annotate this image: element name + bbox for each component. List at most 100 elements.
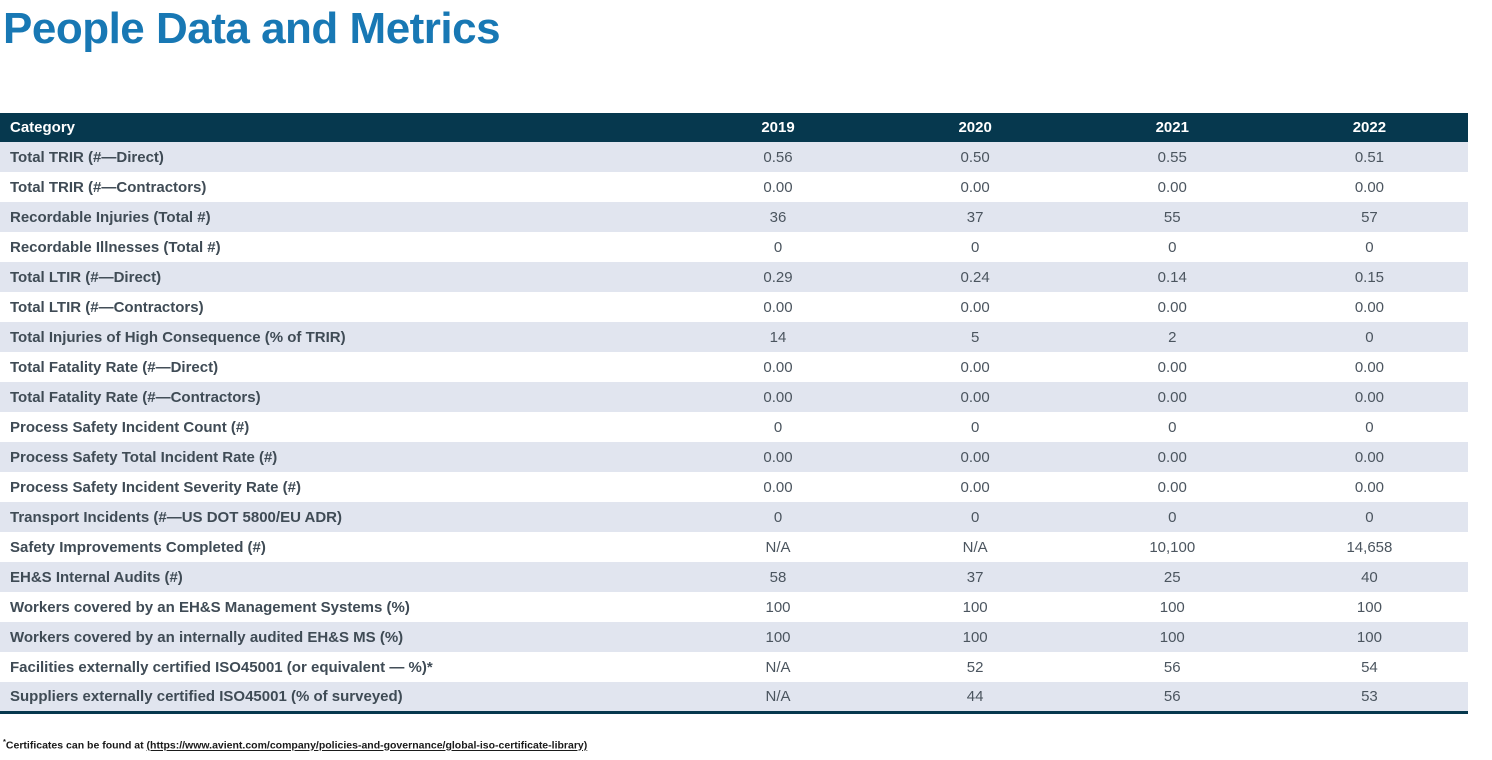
table-row: Recordable Illnesses (Total #) 0 0 0 0 [0,232,1468,262]
footnote-asterisk: * [3,737,6,746]
table-row: Process Safety Incident Severity Rate (#… [0,472,1468,502]
table-row: Total Injuries of High Consequence (% of… [0,322,1468,352]
value-cell-2021: 2 [1168,328,1177,346]
table-row: Recordable Injuries (Total #) 36 37 55 5… [0,202,1468,232]
category-cell: Recordable Illnesses (Total #) [10,238,221,256]
table-body: Total TRIR (#—Direct) 0.56 0.50 0.55 0.5… [0,142,1468,712]
category-cell: Process Safety Incident Severity Rate (#… [10,478,301,496]
value-cell-2020: 0.00 [960,358,990,376]
page-title: People Data and Metrics [3,4,501,53]
value-cell-2019: 100 [765,628,791,646]
value-cell-2019: 0.00 [763,388,793,406]
value-cell-2022: 0 [1365,238,1374,256]
table-row: Facilities externally certified ISO45001… [0,652,1468,682]
value-cell-2020: 0.00 [960,388,990,406]
value-cell-2020: 5 [970,328,980,346]
value-cell-2019: 0.00 [763,178,793,196]
table-row: Process Safety Total Incident Rate (#) 0… [0,442,1468,472]
value-cell-2020: 0.24 [960,268,990,286]
value-cell-2022: 0.00 [1354,298,1385,316]
header-cell-category: Category [0,113,680,142]
value-cell-2019: 0.29 [763,268,793,286]
footnote: *Certificates can be found at (https://w… [3,737,587,752]
value-cell-2021: 0 [1168,238,1177,256]
value-cell-2022: 53 [1361,687,1378,705]
value-cell-2019: 0 [773,508,783,526]
table-header: Category 2019 2020 2021 2022 [0,113,1468,142]
value-cell-2022: 14,658 [1346,538,1393,556]
value-cell-2020: 0.00 [960,298,990,316]
value-cell-2022: 0.15 [1354,268,1385,286]
table-row: Total LTIR (#—Direct) 0.29 0.24 0.14 0.1… [0,262,1468,292]
value-cell-2021: 100 [1159,598,1185,616]
category-cell: Recordable Injuries (Total #) [10,208,211,226]
value-cell-2022: 0.00 [1354,478,1385,496]
header-cell-year-2020: 2020 [876,113,1074,142]
value-cell-2021: 100 [1159,628,1185,646]
value-cell-2021: 0.00 [1157,388,1187,406]
table-row: Total TRIR (#—Contractors) 0.00 0.00 0.0… [0,172,1468,202]
value-cell-2021: 55 [1163,208,1181,226]
header-row: Category 2019 2020 2021 2022 [0,113,1468,142]
value-cell-2020: 0.00 [960,178,990,196]
value-cell-2020: N/A [962,538,988,556]
category-cell: Facilities externally certified ISO45001… [10,658,433,676]
value-cell-2022: 0.00 [1354,448,1385,466]
value-cell-2022: 0.51 [1354,148,1385,166]
header-cell-year-2021: 2021 [1073,113,1271,142]
table-row: Total TRIR (#—Direct) 0.56 0.50 0.55 0.5… [0,142,1468,172]
category-cell: Total LTIR (#—Direct) [10,268,162,286]
value-cell-2020: 0.50 [960,148,990,166]
value-cell-2019: 14 [769,328,787,346]
value-cell-2020: 37 [966,208,984,226]
table-row: EH&S Internal Audits (#) 58 37 25 40 [0,562,1468,592]
category-cell: Process Safety Incident Count (#) [10,418,250,436]
category-cell: Total Injuries of High Consequence (% of… [10,328,346,346]
value-cell-2019: 0.00 [763,478,793,496]
value-cell-2021: 0.00 [1157,178,1187,196]
value-cell-2020: 0.00 [960,478,990,496]
value-cell-2022: 57 [1361,208,1378,226]
value-cell-2022: 54 [1361,658,1378,676]
value-cell-2019: N/A [765,687,791,705]
table-row: Process Safety Incident Count (#) 0 0 0 … [0,412,1468,442]
category-cell: Workers covered by an EH&S Management Sy… [10,598,410,616]
value-cell-2022: 0 [1365,508,1374,526]
category-cell: Transport Incidents (#—US DOT 5800/EU AD… [10,508,343,526]
value-cell-2022: 0.00 [1354,358,1385,376]
value-cell-2021: 0 [1168,508,1177,526]
value-cell-2019: N/A [765,538,791,556]
value-cell-2021: 0.14 [1157,268,1187,286]
value-cell-2019: 0.00 [763,298,793,316]
category-cell: Total Fatality Rate (#—Direct) [10,358,219,376]
value-cell-2020: 100 [962,598,988,616]
table-row: Total Fatality Rate (#—Contractors) 0.00… [0,382,1468,412]
table-row: Total Fatality Rate (#—Direct) 0.00 0.00… [0,352,1468,382]
value-cell-2020: 100 [962,628,988,646]
value-cell-2020: 0 [970,238,980,256]
value-cell-2021: 0.00 [1157,358,1187,376]
header-cell-year-2022: 2022 [1270,113,1468,142]
value-cell-2019: N/A [765,658,791,676]
table-row: Total LTIR (#—Contractors) 0.00 0.00 0.0… [0,292,1468,322]
value-cell-2020: 44 [966,687,984,705]
value-cell-2019: 0.56 [763,148,793,166]
category-cell: EH&S Internal Audits (#) [10,568,183,586]
value-cell-2021: 0 [1168,418,1177,436]
category-cell: Workers covered by an internally audited… [10,628,404,646]
value-cell-2022: 100 [1356,628,1382,646]
table-row: Workers covered by an EH&S Management Sy… [0,592,1468,622]
value-cell-2019: 0 [773,418,783,436]
value-cell-2022: 0 [1365,418,1374,436]
value-cell-2020: 0.00 [960,448,990,466]
category-cell: Total TRIR (#—Contractors) [10,178,207,196]
value-cell-2022: 100 [1356,598,1382,616]
value-cell-2020: 37 [966,568,984,586]
value-cell-2021: 56 [1163,687,1181,705]
value-cell-2019: 58 [769,568,787,586]
value-cell-2019: 0 [773,238,783,256]
table-row: Transport Incidents (#—US DOT 5800/EU AD… [0,502,1468,532]
value-cell-2021: 56 [1163,658,1181,676]
certificate-library-link[interactable]: (https://www.avient.com/company/policies… [146,739,588,752]
